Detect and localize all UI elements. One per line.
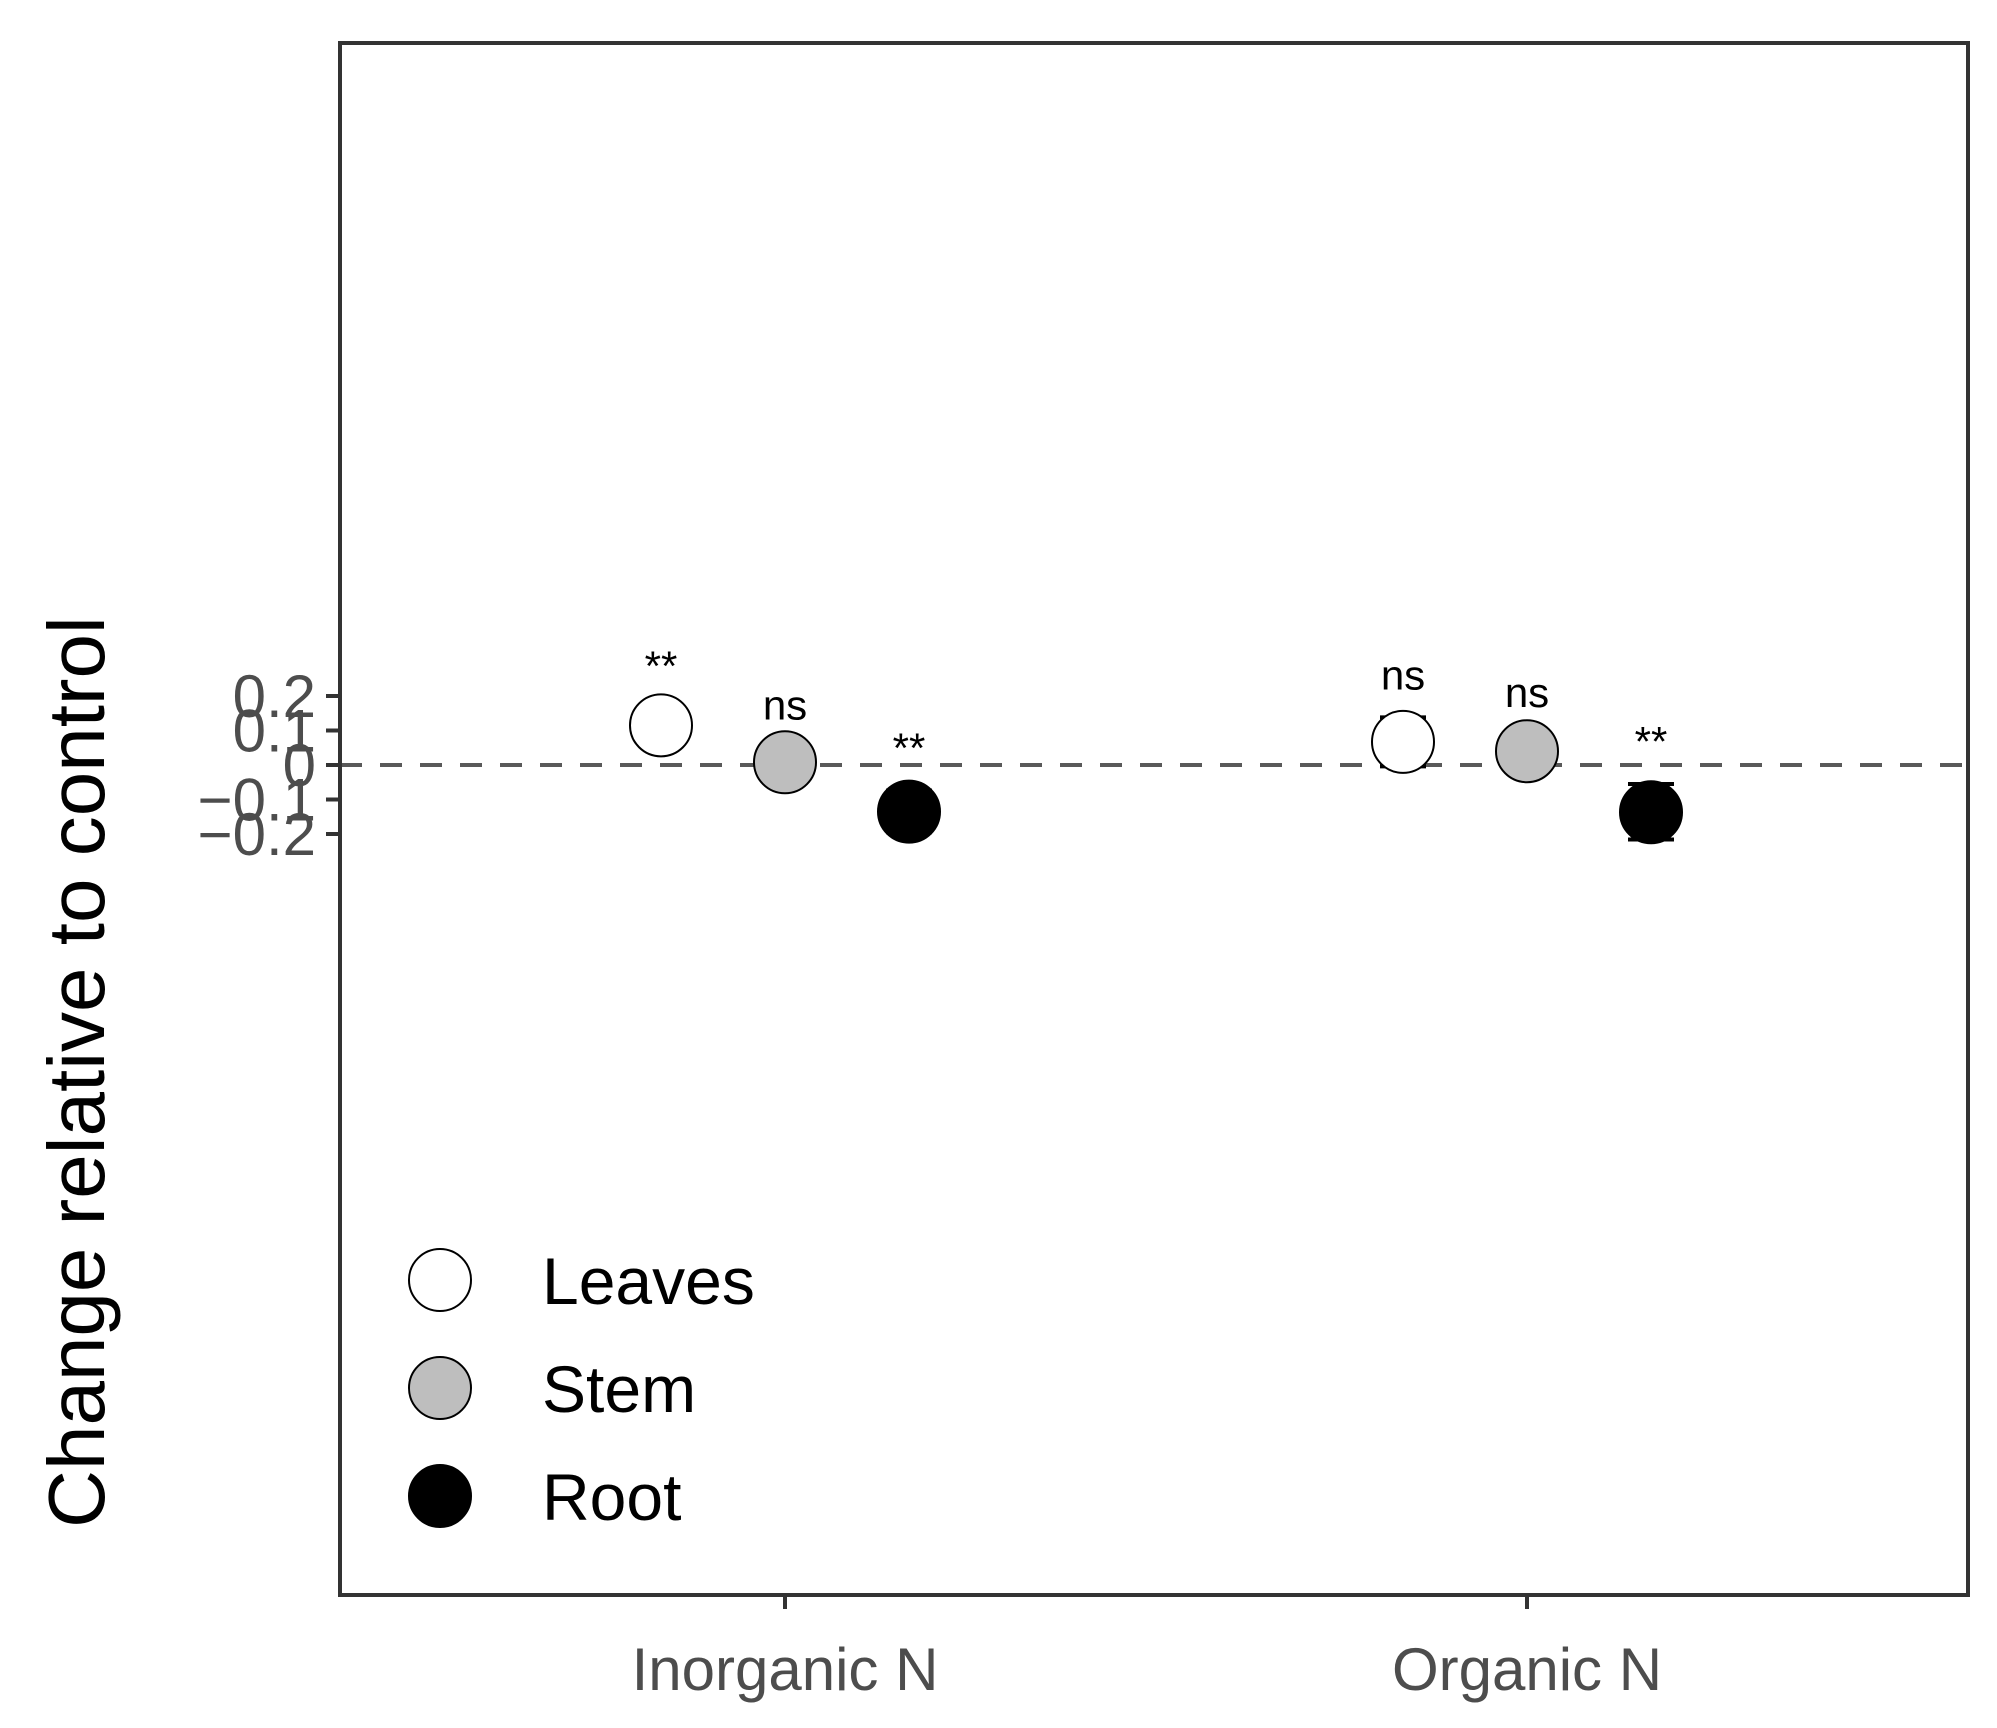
x-tick-label: Organic N [1392,1636,1662,1703]
legend-key-leaves [408,1248,472,1312]
significance-label: ns [763,681,807,728]
y-tick-label: 0.1 [233,698,316,765]
significance-label: ** [1635,718,1668,765]
y-tick-label: 0 [283,732,316,799]
y-axis-title: Change relative to control [32,616,121,1528]
legend-label-root: Root [542,1460,681,1534]
significance-label: ** [645,642,678,689]
legend-label-leaves: Leaves [542,1244,755,1318]
data-point-leaves [629,693,693,758]
y-tick-label: 0.2 [233,663,316,730]
x-tick-label: Inorganic N [632,1636,939,1703]
significance-label: ns [1381,651,1425,698]
significance-label: ** [893,725,926,772]
data-point-stem [1495,719,1559,784]
y-tick-label: −0.2 [198,801,316,868]
legend-label-stem: Stem [542,1352,696,1426]
data-point-root [877,779,941,844]
plot-panel-border [338,41,1970,1597]
y-tick-label: −0.1 [198,767,316,834]
data-point-stem [753,730,817,795]
significance-label: ns [1505,669,1549,716]
data-point-root [1619,780,1683,845]
data-point-leaves [1371,709,1435,774]
legend-key-root [408,1464,472,1528]
legend-key-stem [408,1356,472,1420]
